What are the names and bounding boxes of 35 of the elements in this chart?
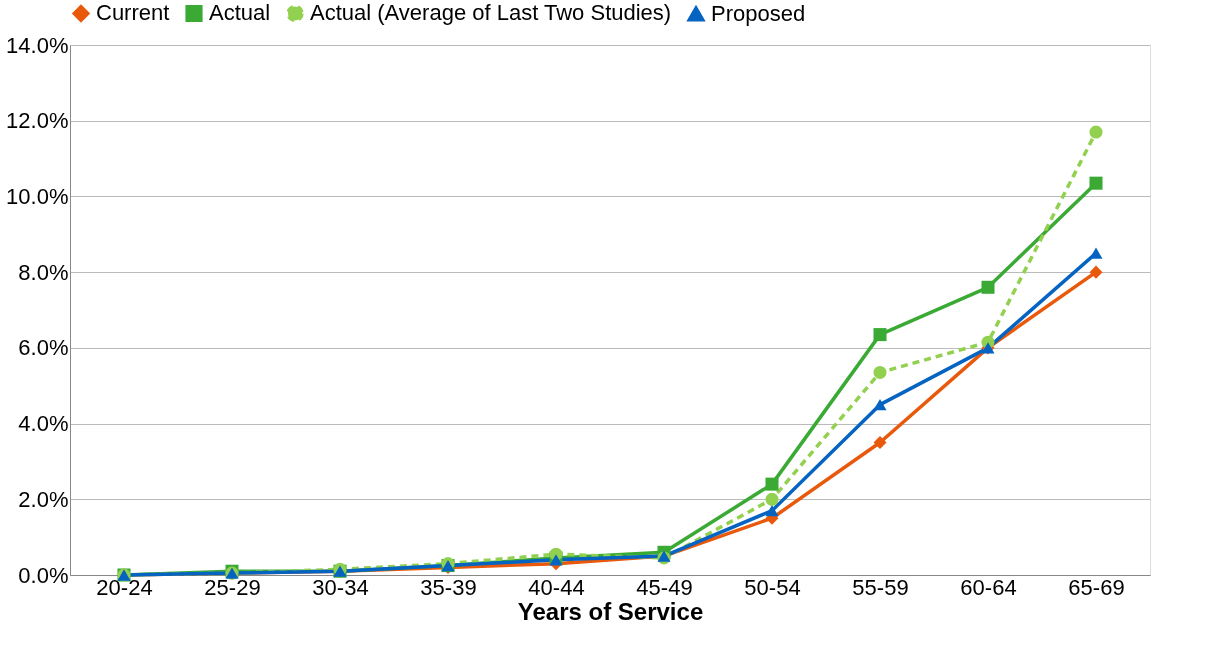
point <box>1089 247 1103 259</box>
legend-label: Proposed <box>711 0 806 26</box>
y-tick-label: 6.0% <box>18 335 69 361</box>
point <box>765 477 779 491</box>
x-tick-label: 50-54 <box>744 574 801 600</box>
x-tick-label: 30-34 <box>312 574 369 600</box>
y-tick-label: 4.0% <box>18 411 69 437</box>
x-tick-label: 20-24 <box>96 574 153 600</box>
x-tick-label: 40-44 <box>528 574 585 600</box>
x-tick-label: 55-59 <box>852 574 909 600</box>
y-tick-label: 0.0% <box>18 562 69 588</box>
x-tick-label: 60-64 <box>960 574 1017 600</box>
x-tick-label: 35-39 <box>420 574 477 600</box>
legend-label: Actual <box>209 0 271 26</box>
y-tick-label: 14.0% <box>6 32 69 58</box>
point <box>981 280 995 294</box>
y-tick-label: 10.0% <box>6 183 69 209</box>
x-tick-label: 25-29 <box>204 574 261 600</box>
x-tick-label: 65-69 <box>1068 574 1125 600</box>
point <box>873 328 887 342</box>
point <box>873 399 887 411</box>
legend-label: Current <box>96 0 170 26</box>
y-tick-label: 2.0% <box>18 486 69 512</box>
point <box>765 492 779 506</box>
point <box>873 435 887 450</box>
y-tick-label: 8.0% <box>18 259 69 285</box>
x-axis-title: Years of Service <box>517 597 704 625</box>
point <box>1089 265 1103 279</box>
point <box>1089 125 1103 139</box>
point <box>1089 176 1103 190</box>
point <box>873 365 887 379</box>
point <box>765 505 779 517</box>
y-tick-label: 12.0% <box>6 108 69 134</box>
x-tick-label: 45-49 <box>636 574 693 600</box>
legend-label: Actual (Average of Last Two Studies) <box>310 0 672 26</box>
